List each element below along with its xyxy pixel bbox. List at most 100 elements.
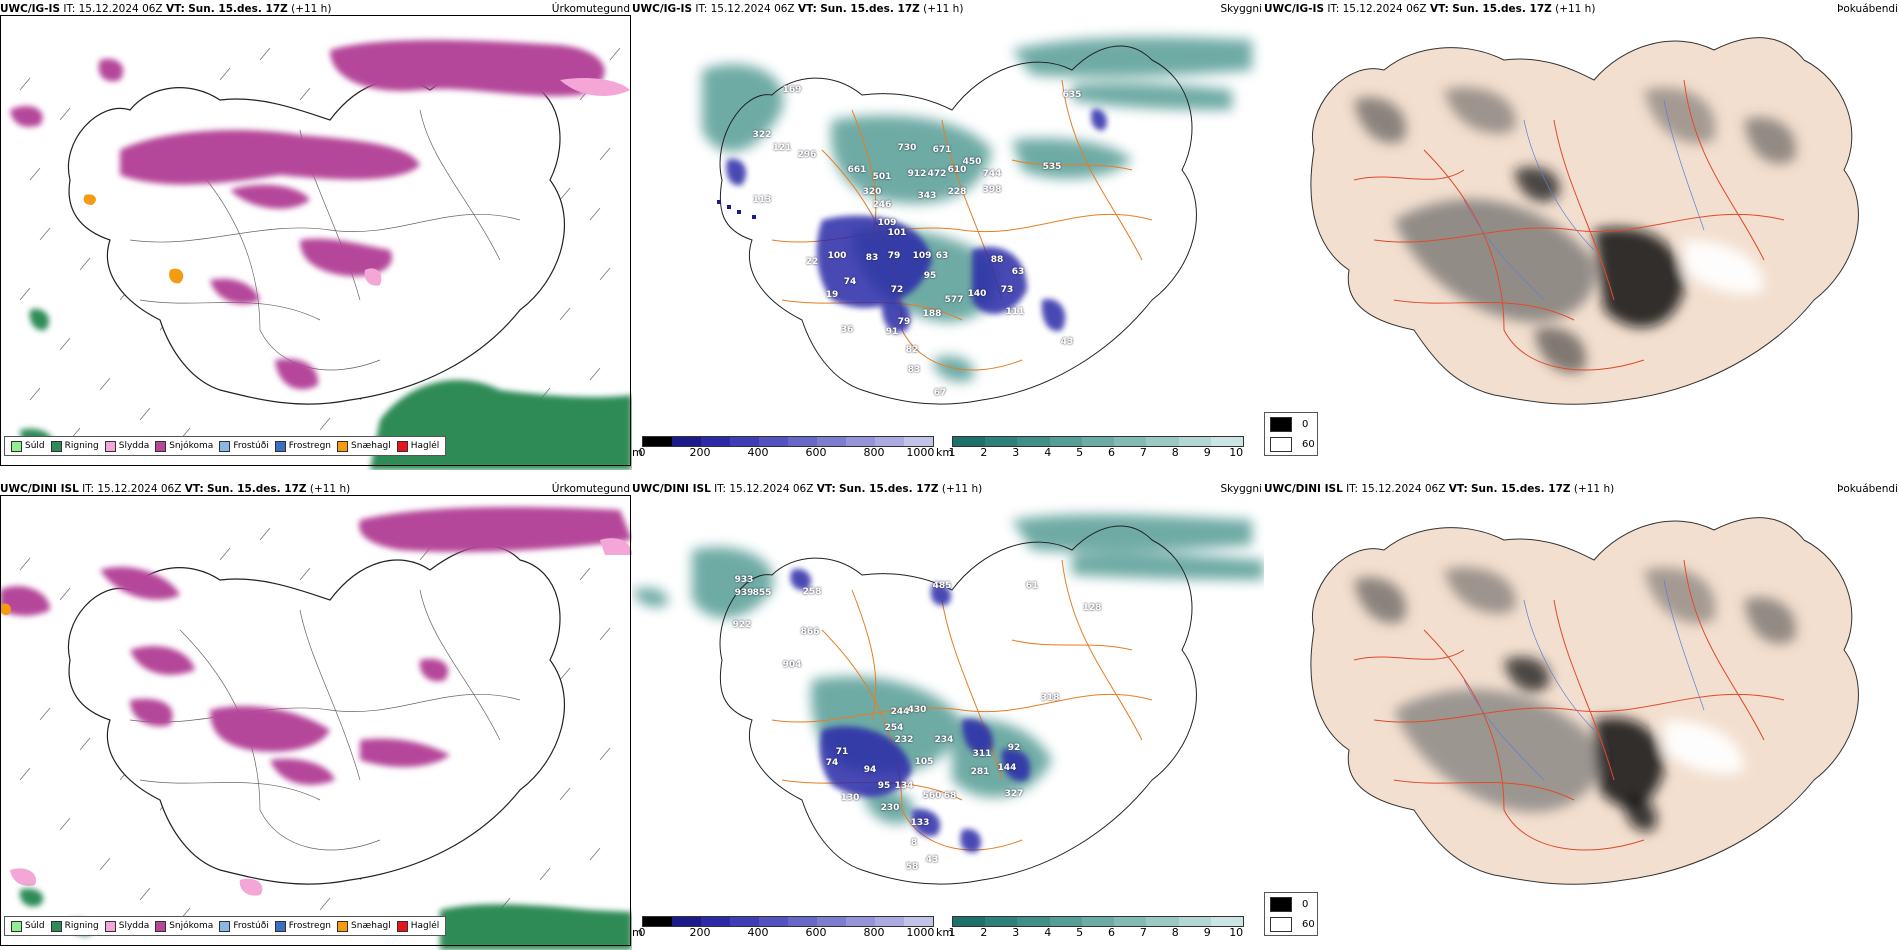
station-value: 318 <box>1040 693 1060 703</box>
visibility-colorbar: km 1 2 3 4 5 6 7 8 9 10 <box>936 436 1252 466</box>
forecast-offset: (+11 h) <box>923 3 964 15</box>
fog-legend: 0 60 <box>1264 412 1318 456</box>
tick-label: 2 <box>980 446 988 459</box>
station-value: 228 <box>947 187 967 197</box>
panel-precip-type-bottom: UWC/DINI ISL IT: 15.12.2024 06Z VT: Sun.… <box>0 480 632 950</box>
legend-swatch <box>11 920 22 932</box>
snow-areas <box>0 507 632 785</box>
road-network <box>1353 79 1785 371</box>
vt-value: Sun. 15.des. 17Z <box>820 3 920 15</box>
fog-legend-swatch <box>1270 917 1292 932</box>
station-value: 866 <box>800 627 820 637</box>
model-name: UWC/DINI ISL <box>1264 483 1343 495</box>
station-value: 730 <box>897 143 917 153</box>
station-value: 744 <box>982 169 1002 179</box>
station-value: 343 <box>917 191 937 201</box>
station-value: 134 <box>894 781 914 791</box>
station-value: 130 <box>840 793 860 803</box>
colorbar-segment <box>788 437 817 446</box>
fog-legend: 0 60 <box>1264 892 1318 936</box>
tick-label: 800 <box>863 926 885 939</box>
colorbar-segment <box>904 917 933 926</box>
colorbar-segment <box>701 437 730 446</box>
tick-label: 400 <box>747 446 769 459</box>
station-value: 912 <box>907 169 927 179</box>
colorbar-segment <box>953 437 986 446</box>
snow-pellet-areas <box>0 603 11 616</box>
station-value: 320 <box>862 187 882 197</box>
colorbar-segment <box>1114 917 1147 926</box>
station-value: 83 <box>865 253 879 263</box>
iceland-outline <box>719 525 1197 885</box>
panel-header: UWC/DINI ISL IT: 15.12.2024 06Z VT: Sun.… <box>1264 480 1900 498</box>
tick-label: 1000 <box>906 926 935 939</box>
panel-header: UWC/IG-IS IT: 15.12.2024 06Z VT: Sun. 15… <box>632 0 1264 18</box>
colorbar-segment <box>875 917 904 926</box>
fog-shading <box>1354 87 1796 374</box>
visibility-map <box>632 514 1264 885</box>
ceiling-unit: m <box>632 446 643 459</box>
station-value: 111 <box>1005 307 1025 317</box>
colorbar-segment <box>1017 917 1050 926</box>
it-value: 15.12.2024 06Z <box>1361 483 1446 495</box>
it-label: IT: <box>1327 3 1340 15</box>
station-value: 22 <box>805 257 819 267</box>
station-value: 121 <box>772 143 792 153</box>
road-network <box>1353 559 1785 851</box>
station-value: 73 <box>1000 285 1014 295</box>
station-value: 19 <box>825 290 839 300</box>
fog-legend-row: 0 <box>1270 897 1308 912</box>
legend-swatch <box>337 920 349 932</box>
legend-item: Snjókoma <box>155 920 213 932</box>
panel-precip-type-top: UWC/IG-IS IT: 15.12.2024 06Z VT: Sun. 15… <box>0 0 632 470</box>
colorbar-segment <box>1114 437 1147 446</box>
station-value: 398 <box>982 185 1002 195</box>
tick-label: 2 <box>980 926 988 939</box>
panel-header: UWC/IG-IS IT: 15.12.2024 06Z VT: Sun. 15… <box>1264 0 1900 18</box>
forecast-offset: (+11 h) <box>1573 483 1615 495</box>
station-value: 100 <box>827 251 847 261</box>
panel-fog-top: UWC/IG-IS IT: 15.12.2024 06Z VT: Sun. 15… <box>1264 0 1900 470</box>
station-value: 94 <box>863 765 877 775</box>
station-value: 63 <box>935 251 949 261</box>
colorbar-segment <box>1081 437 1115 446</box>
visibility-ticks: 1 2 3 4 5 6 7 8 9 10 <box>949 446 1244 460</box>
rivers <box>1463 99 1705 301</box>
iceland-land <box>1310 517 1859 885</box>
visibility-unit: km <box>936 926 954 939</box>
tick-label: 4 <box>1044 926 1052 939</box>
fog-map <box>1310 517 1859 885</box>
low-ceiling-areas <box>726 109 1107 333</box>
station-value: 67 <box>933 388 947 398</box>
fog-legend-row: 0 <box>1270 417 1308 432</box>
colorbar-segment <box>1049 917 1082 926</box>
fog-legend-swatch <box>1270 897 1292 912</box>
tick-label: 10 <box>1229 926 1244 939</box>
colorbar-segment <box>701 917 730 926</box>
it-value: 15.12.2024 06Z <box>729 483 814 495</box>
fog-legend-row: 60 <box>1270 437 1315 452</box>
precip-map <box>0 507 632 950</box>
panel-fog-bottom: UWC/DINI ISL IT: 15.12.2024 06Z VT: Sun.… <box>1264 480 1900 950</box>
station-value: 88 <box>990 255 1004 265</box>
legend-item: Slydda <box>104 920 149 932</box>
station-value: 74 <box>825 758 839 768</box>
station-value: 922 <box>732 620 752 630</box>
station-value: 144 <box>997 763 1017 773</box>
panel-title: Skyggni <box>1220 483 1263 495</box>
tick-label: 7 <box>1139 926 1147 939</box>
road-network <box>129 589 521 851</box>
colorbar-segment <box>817 437 846 446</box>
it-label: IT: <box>1346 483 1359 495</box>
legend-swatch <box>274 920 286 932</box>
sleet-areas <box>10 538 632 896</box>
panel-header: UWC/IG-IS IT: 15.12.2024 06Z VT: Sun. 15… <box>0 0 632 18</box>
station-value: 535 <box>1042 162 1062 172</box>
precip-type-legend: Súld Rigning Slydda Snjókoma Frostúði Fr… <box>4 436 447 456</box>
colorbar-segment <box>730 917 759 926</box>
precip-map <box>10 40 632 470</box>
legend-item: Haglél <box>396 920 439 932</box>
legend-swatch <box>104 440 116 452</box>
station-value: 296 <box>797 150 817 160</box>
ceiling-unit: m <box>632 926 643 939</box>
